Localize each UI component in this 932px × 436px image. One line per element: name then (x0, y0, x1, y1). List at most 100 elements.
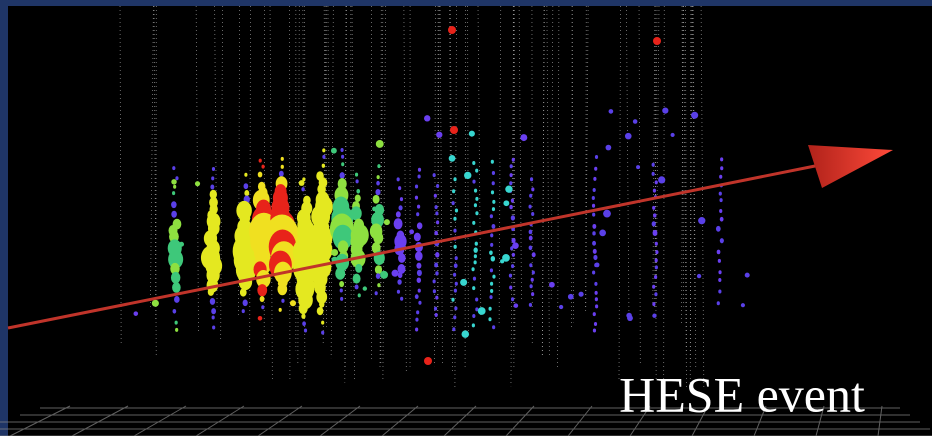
hit (356, 179, 359, 183)
hit (302, 321, 306, 326)
hit (510, 164, 513, 168)
hit (520, 134, 527, 141)
hit (652, 163, 655, 167)
hit (398, 205, 402, 210)
hit (531, 212, 534, 216)
hit (509, 205, 512, 209)
hit (474, 189, 477, 193)
hit (453, 245, 456, 249)
hit (195, 181, 200, 186)
hit (491, 190, 494, 194)
hit (322, 148, 325, 152)
hit (322, 164, 325, 168)
hit (340, 172, 345, 179)
hit (475, 242, 478, 246)
hit (449, 155, 456, 162)
hit (491, 256, 495, 262)
hit (244, 190, 249, 196)
hit (529, 230, 533, 235)
hit (358, 293, 361, 297)
hit (417, 205, 420, 209)
hit (417, 222, 423, 229)
hit (653, 189, 656, 193)
hit (718, 290, 721, 294)
hit (531, 278, 534, 282)
hit (353, 274, 361, 284)
hit (416, 263, 421, 269)
hit (434, 307, 437, 311)
hit (279, 308, 282, 312)
hit (409, 229, 414, 234)
hit (500, 259, 504, 263)
hit (373, 232, 383, 244)
hit (453, 229, 456, 233)
hit (436, 184, 439, 188)
hit (511, 297, 514, 301)
hit (658, 176, 665, 183)
hit (452, 189, 455, 193)
hit (512, 158, 515, 162)
hit (396, 211, 401, 217)
hit (260, 296, 265, 302)
hit (436, 220, 439, 224)
hit (380, 271, 388, 279)
hit (171, 211, 177, 218)
hit (257, 284, 267, 296)
hit (592, 213, 595, 217)
hit (595, 291, 598, 295)
hit (171, 272, 180, 284)
hit (512, 253, 515, 257)
hit (720, 166, 723, 170)
hit (652, 221, 656, 226)
hit (531, 292, 534, 296)
hit (279, 171, 284, 177)
hit (720, 217, 724, 222)
hit (490, 214, 493, 218)
hit (474, 254, 477, 258)
hit (595, 262, 600, 267)
hit (652, 206, 655, 210)
hit (627, 315, 633, 321)
hit (417, 277, 421, 283)
hit (377, 175, 380, 179)
hit (321, 321, 324, 325)
caption: HESE event (619, 366, 865, 422)
hit (492, 171, 495, 175)
hit (304, 329, 307, 333)
hit (397, 177, 400, 181)
hit (377, 283, 380, 287)
hit (301, 314, 305, 319)
hit (175, 328, 178, 332)
hit (609, 109, 614, 114)
hit (490, 243, 493, 247)
hit (578, 292, 583, 297)
hit (593, 312, 596, 316)
hit (503, 200, 509, 206)
hit (594, 322, 597, 326)
hit (415, 251, 423, 260)
hit (492, 181, 495, 185)
hit (595, 155, 598, 159)
hit (434, 194, 437, 198)
hit (355, 264, 362, 273)
hit (652, 285, 655, 289)
hit (509, 181, 512, 185)
hit (655, 265, 658, 269)
hit (599, 230, 606, 237)
hit (453, 273, 456, 277)
hit (652, 172, 655, 176)
hit (244, 183, 249, 189)
hit (175, 176, 178, 180)
hit (509, 274, 512, 278)
hit (454, 263, 458, 268)
hit (363, 286, 367, 290)
hit (529, 205, 532, 209)
hit (451, 298, 454, 302)
hit (172, 191, 175, 195)
hit (376, 273, 381, 279)
hit (593, 249, 597, 254)
hit (376, 181, 380, 186)
hit (278, 281, 283, 286)
hit (415, 327, 418, 331)
hit (512, 242, 519, 249)
